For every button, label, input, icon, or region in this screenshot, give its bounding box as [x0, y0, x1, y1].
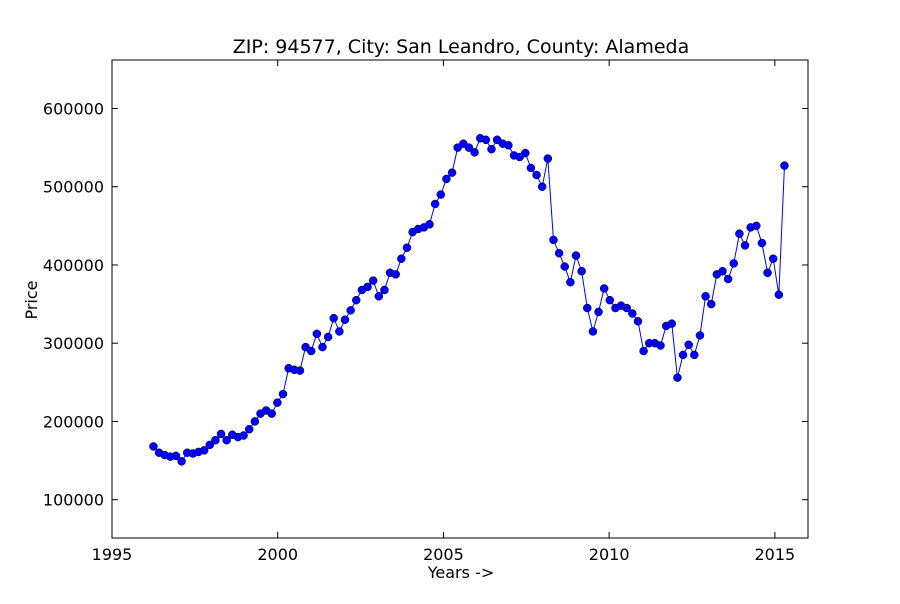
x-tick-label: 1995 [92, 545, 133, 564]
marker [391, 270, 400, 279]
chart-title: ZIP: 94577, City: San Leandro, County: A… [233, 36, 689, 58]
marker [306, 346, 316, 356]
marker [560, 262, 569, 271]
marker [735, 229, 744, 238]
marker [757, 238, 767, 248]
marker [633, 317, 643, 326]
x-axis-label: Years -> [427, 563, 494, 582]
x-tick-label: 2005 [423, 545, 464, 564]
marker [447, 168, 457, 177]
y-tick-label: 400000 [43, 256, 104, 275]
marker [768, 254, 778, 263]
marker [374, 292, 384, 301]
marker [583, 303, 592, 313]
marker [740, 241, 750, 250]
marker [532, 170, 541, 180]
marker [718, 266, 727, 276]
marker [211, 435, 220, 445]
marker [701, 292, 710, 301]
marker [537, 182, 547, 191]
marker [752, 221, 761, 231]
marker [340, 315, 350, 324]
marker [656, 341, 665, 350]
y-tick-label: 100000 [43, 491, 104, 510]
marker [425, 220, 434, 229]
y-tick-label: 200000 [43, 412, 104, 431]
marker [149, 442, 158, 451]
marker [278, 389, 288, 399]
marker [312, 329, 322, 339]
marker [464, 143, 474, 152]
marker [205, 440, 215, 450]
marker [521, 148, 530, 158]
marker [442, 174, 451, 184]
marker [430, 199, 440, 209]
marker [628, 309, 637, 318]
marker [244, 425, 254, 434]
marker [577, 266, 586, 276]
y-tick-label: 300000 [43, 334, 104, 353]
marker [397, 254, 406, 263]
marker [352, 295, 361, 305]
marker [684, 340, 693, 350]
marker [199, 446, 209, 455]
y-axis-label: Price [22, 280, 41, 319]
marker [729, 259, 739, 268]
marker [594, 307, 603, 317]
marker [329, 313, 338, 323]
marker [690, 350, 699, 360]
marker [295, 366, 305, 375]
marker [504, 141, 513, 150]
marker [363, 282, 372, 292]
marker [470, 148, 479, 157]
marker [436, 190, 446, 199]
marker [723, 274, 733, 284]
marker [588, 327, 598, 336]
marker [267, 409, 276, 418]
y-tick-label: 500000 [43, 178, 104, 197]
marker [549, 235, 558, 245]
marker [774, 290, 784, 299]
marker [695, 331, 705, 340]
marker [216, 429, 226, 439]
marker [239, 431, 248, 440]
marker [346, 306, 355, 315]
marker [639, 346, 648, 356]
marker [667, 319, 677, 328]
marker [273, 398, 282, 407]
marker [673, 373, 682, 382]
marker [222, 435, 231, 445]
marker [678, 350, 688, 360]
plot-frame [111, 59, 809, 539]
marker [487, 144, 496, 154]
marker [526, 163, 536, 173]
y-tick-label: 600000 [43, 100, 104, 119]
marker [402, 243, 412, 253]
marker [543, 154, 553, 163]
marker [380, 285, 389, 295]
marker [571, 251, 581, 260]
marker [566, 277, 575, 287]
marker [622, 303, 631, 313]
marker [599, 284, 609, 293]
marker [780, 161, 789, 170]
marker [171, 451, 181, 461]
marker [763, 268, 772, 278]
marker [250, 417, 260, 426]
x-tick-label: 2000 [257, 545, 298, 564]
marker [177, 457, 186, 466]
marker [335, 327, 344, 336]
x-tick-label: 2010 [589, 545, 630, 564]
x-tick-label: 2015 [754, 545, 795, 564]
marker [368, 276, 378, 285]
marker [481, 135, 491, 145]
marker [318, 342, 327, 352]
marker [554, 248, 564, 258]
marker [605, 295, 615, 305]
marker [706, 299, 716, 309]
marker [323, 332, 333, 342]
